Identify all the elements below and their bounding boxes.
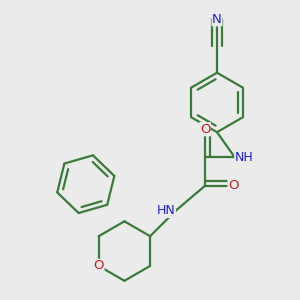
Text: O: O	[93, 260, 104, 272]
Text: O: O	[200, 123, 210, 136]
Text: HN: HN	[157, 204, 175, 218]
Text: N: N	[212, 13, 222, 26]
Text: NH: NH	[235, 151, 254, 164]
Text: O: O	[228, 179, 238, 192]
